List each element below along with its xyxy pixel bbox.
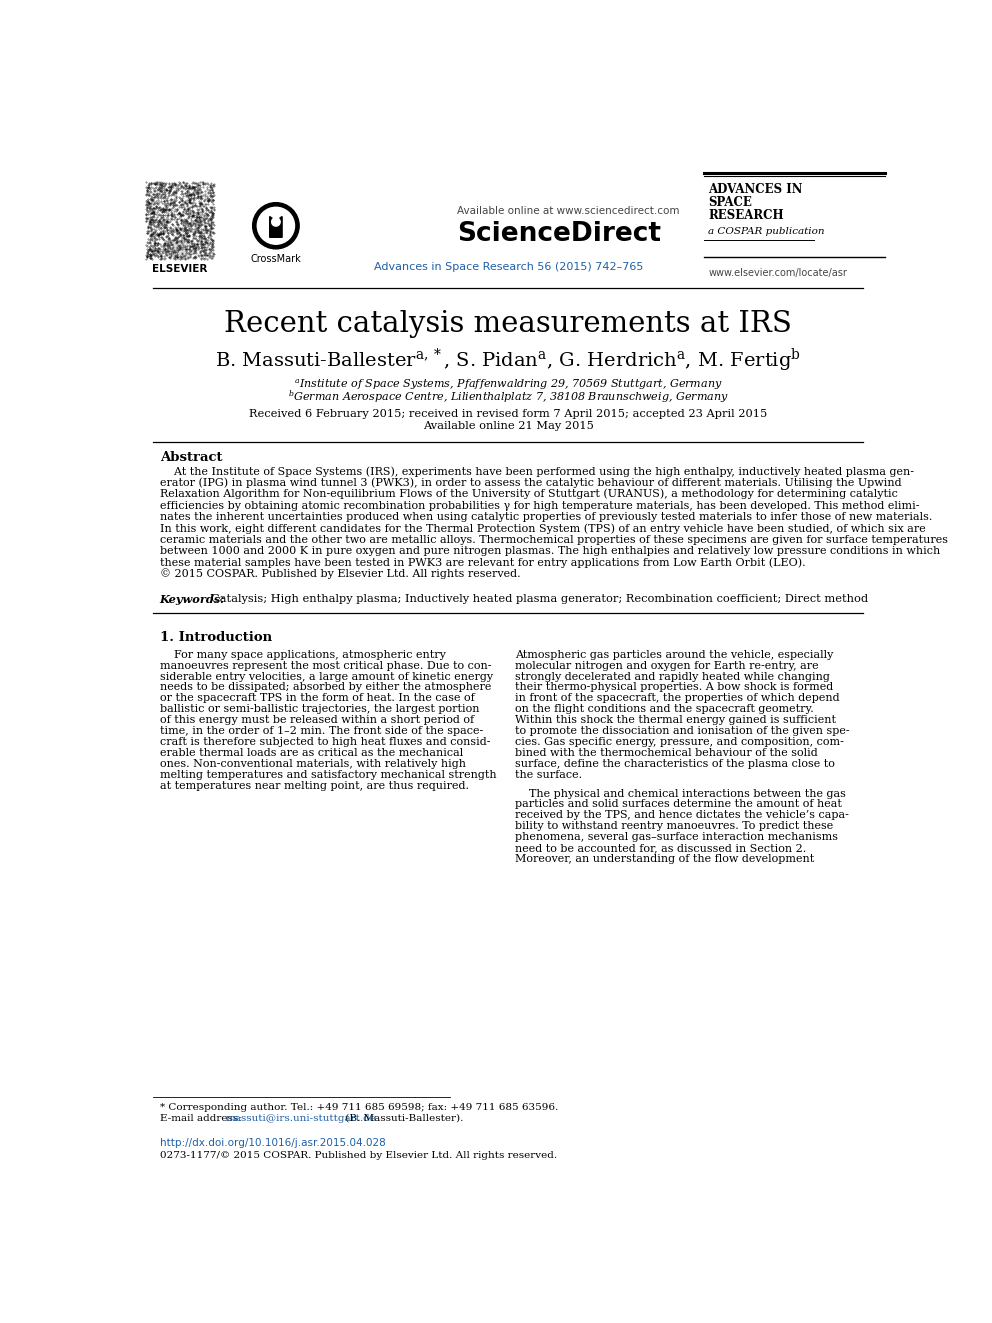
Text: At the Institute of Space Systems (IRS), experiments have been performed using t: At the Institute of Space Systems (IRS),…: [160, 466, 914, 476]
Text: their thermo-physical properties. A bow shock is formed: their thermo-physical properties. A bow …: [515, 683, 833, 692]
Text: phenomena, several gas–surface interaction mechanisms: phenomena, several gas–surface interacti…: [515, 832, 837, 843]
Circle shape: [257, 208, 295, 245]
Text: Atmospheric gas particles around the vehicle, especially: Atmospheric gas particles around the veh…: [515, 650, 833, 660]
Text: erator (IPG) in plasma wind tunnel 3 (PWK3), in order to assess the catalytic be: erator (IPG) in plasma wind tunnel 3 (PW…: [160, 478, 902, 488]
Text: needs to be dissipated; absorbed by either the atmosphere: needs to be dissipated; absorbed by eith…: [160, 683, 491, 692]
Text: Received 6 February 2015; received in revised form 7 April 2015; accepted 23 Apr: Received 6 February 2015; received in re…: [249, 409, 768, 419]
Text: these material samples have been tested in PWK3 are relevant for entry applicati: these material samples have been tested …: [160, 557, 806, 568]
Text: molecular nitrogen and oxygen for Earth re-entry, are: molecular nitrogen and oxygen for Earth …: [515, 660, 818, 671]
Circle shape: [272, 218, 280, 226]
Text: a COSPAR publication: a COSPAR publication: [708, 228, 825, 237]
Text: cies. Gas specific energy, pressure, and composition, com-: cies. Gas specific energy, pressure, and…: [515, 737, 843, 747]
Text: http://dx.doi.org/10.1016/j.asr.2015.04.028: http://dx.doi.org/10.1016/j.asr.2015.04.…: [160, 1138, 386, 1148]
Text: need to be accounted for, as discussed in Section 2.: need to be accounted for, as discussed i…: [515, 843, 806, 853]
Text: CrossMark: CrossMark: [251, 254, 302, 263]
Text: erable thermal loads are as critical as the mechanical: erable thermal loads are as critical as …: [160, 747, 463, 758]
Text: time, in the order of 1–2 min. The front side of the space-: time, in the order of 1–2 min. The front…: [160, 726, 483, 736]
Text: Keywords:: Keywords:: [160, 594, 229, 605]
Text: 0273-1177/© 2015 COSPAR. Published by Elsevier Ltd. All rights reserved.: 0273-1177/© 2015 COSPAR. Published by El…: [160, 1151, 557, 1160]
Text: the surface.: the surface.: [515, 770, 581, 781]
Text: Moreover, an understanding of the flow development: Moreover, an understanding of the flow d…: [515, 855, 813, 864]
Text: efficiencies by obtaining atomic recombination probabilities γ for high temperat: efficiencies by obtaining atomic recombi…: [160, 500, 920, 511]
Text: Recent catalysis measurements at IRS: Recent catalysis measurements at IRS: [224, 311, 793, 339]
Text: RESEARCH: RESEARCH: [708, 209, 784, 222]
Text: * Corresponding author. Tel.: +49 711 685 69598; fax: +49 711 685 63596.: * Corresponding author. Tel.: +49 711 68…: [160, 1103, 558, 1111]
Text: E-mail address:: E-mail address:: [160, 1114, 245, 1123]
Text: ones. Non-conventional materials, with relatively high: ones. Non-conventional materials, with r…: [160, 759, 465, 769]
Text: ceramic materials and the other two are metallic alloys. Thermochemical properti: ceramic materials and the other two are …: [160, 534, 947, 545]
Text: on the flight conditions and the spacecraft geometry.: on the flight conditions and the spacecr…: [515, 704, 813, 714]
Text: ballistic or semi-ballistic trajectories, the largest portion: ballistic or semi-ballistic trajectories…: [160, 704, 479, 714]
Text: of this energy must be released within a short period of: of this energy must be released within a…: [160, 716, 474, 725]
Text: $^{\mathregular{b}}$German Aerospace Centre, Lilienthalplatz 7, 38108 Braunschwe: $^{\mathregular{b}}$German Aerospace Cen…: [288, 389, 729, 405]
Bar: [173, 239, 186, 259]
Text: strongly decelerated and rapidly heated while changing: strongly decelerated and rapidly heated …: [515, 672, 829, 681]
Text: www.elsevier.com/locate/asr: www.elsevier.com/locate/asr: [708, 267, 847, 278]
Text: bility to withstand reentry manoeuvres. To predict these: bility to withstand reentry manoeuvres. …: [515, 822, 833, 831]
Text: Catalysis; High enthalpy plasma; Inductively heated plasma generator; Recombinat: Catalysis; High enthalpy plasma; Inducti…: [210, 594, 868, 605]
Text: between 1000 and 2000 K in pure oxygen and pure nitrogen plasmas. The high entha: between 1000 and 2000 K in pure oxygen a…: [160, 546, 939, 556]
Text: or the spacecraft TPS in the form of heat. In the case of: or the spacecraft TPS in the form of hea…: [160, 693, 474, 704]
Text: ADVANCES IN: ADVANCES IN: [708, 183, 803, 196]
Text: ELSEVIER: ELSEVIER: [152, 263, 207, 274]
Text: at temperatures near melting point, are thus required.: at temperatures near melting point, are …: [160, 781, 468, 791]
Text: Abstract: Abstract: [160, 451, 222, 464]
Text: $^{\mathregular{a}}$Institute of Space Systems, Pfaffenwaldring 29, 70569 Stuttg: $^{\mathregular{a}}$Institute of Space S…: [294, 378, 723, 393]
Polygon shape: [270, 217, 282, 237]
Text: to promote the dissociation and ionisation of the given spe-: to promote the dissociation and ionisati…: [515, 726, 849, 736]
Text: B. Massuti-Ballester$^{\mathregular{a,*}}$, S. Pidan$^{\mathregular{a}}$, G. Her: B. Massuti-Ballester$^{\mathregular{a,*}…: [215, 347, 802, 374]
Text: melting temperatures and satisfactory mechanical strength: melting temperatures and satisfactory me…: [160, 770, 496, 781]
Text: in front of the spacecraft, the properties of which depend: in front of the spacecraft, the properti…: [515, 693, 839, 704]
Text: received by the TPS, and hence dictates the vehicle’s capa-: received by the TPS, and hence dictates …: [515, 811, 848, 820]
Text: siderable entry velocities, a large amount of kinetic energy: siderable entry velocities, a large amou…: [160, 672, 493, 681]
Text: massuti@irs.uni-stuttgart.de: massuti@irs.uni-stuttgart.de: [225, 1114, 376, 1123]
Circle shape: [253, 202, 300, 249]
Text: The physical and chemical interactions between the gas: The physical and chemical interactions b…: [515, 789, 845, 799]
Text: Within this shock the thermal energy gained is sufficient: Within this shock the thermal energy gai…: [515, 716, 835, 725]
Text: particles and solid surfaces determine the amount of heat: particles and solid surfaces determine t…: [515, 799, 841, 810]
Text: Advances in Space Research 56 (2015) 742–765: Advances in Space Research 56 (2015) 742…: [374, 262, 643, 271]
Text: Relaxation Algorithm for Non-equilibrium Flows of the University of Stuttgart (U: Relaxation Algorithm for Non-equilibrium…: [160, 490, 898, 500]
Text: craft is therefore subjected to high heat fluxes and consid-: craft is therefore subjected to high hea…: [160, 737, 490, 747]
Text: Available online at www.sciencedirect.com: Available online at www.sciencedirect.co…: [457, 206, 680, 216]
Text: For many space applications, atmospheric entry: For many space applications, atmospheric…: [160, 650, 445, 660]
Text: Available online 21 May 2015: Available online 21 May 2015: [423, 421, 594, 431]
Text: © 2015 COSPAR. Published by Elsevier Ltd. All rights reserved.: © 2015 COSPAR. Published by Elsevier Ltd…: [160, 569, 520, 579]
Text: (B. Massuti-Ballester).: (B. Massuti-Ballester).: [342, 1114, 463, 1123]
Text: manoeuvres represent the most critical phase. Due to con-: manoeuvres represent the most critical p…: [160, 660, 491, 671]
Text: nates the inherent uncertainties produced when using catalytic properties of pre: nates the inherent uncertainties produce…: [160, 512, 932, 523]
Text: SPACE: SPACE: [708, 196, 752, 209]
Text: surface, define the characteristics of the plasma close to: surface, define the characteristics of t…: [515, 759, 834, 769]
Text: bined with the thermochemical behaviour of the solid: bined with the thermochemical behaviour …: [515, 747, 817, 758]
Text: ScienceDirect: ScienceDirect: [457, 221, 662, 247]
Text: In this work, eight different candidates for the Thermal Protection System (TPS): In this work, eight different candidates…: [160, 523, 926, 533]
Text: 1. Introduction: 1. Introduction: [160, 631, 272, 644]
